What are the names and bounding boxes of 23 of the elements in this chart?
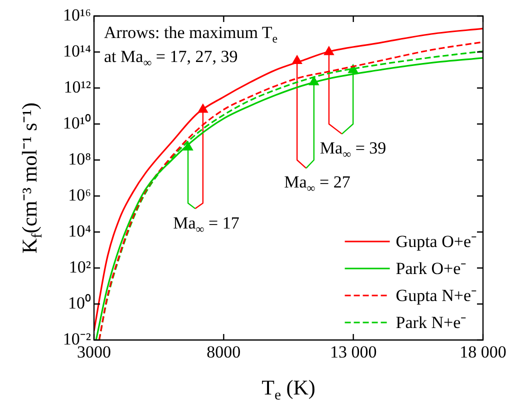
annotation: Ma$_{∞}$ = 17 [173,213,240,236]
y-tick-label: 10⁸ [68,149,92,168]
legend-label: Park N+e⁻ [396,312,467,332]
y-tick-label: 10¹⁶ [62,5,92,24]
annotation: Ma$_{∞}$ = 39 [320,138,386,161]
y-tick-label: 10⁰ [68,293,91,312]
annotation: Arrows: the maximum T$_{e}$ [104,23,278,46]
x-tick-label: 13 000 [330,342,377,362]
legend-label: Park O+e⁻ [396,258,467,278]
y-tick-label: 10¹⁴ [62,41,92,60]
y-tick-label: 10⁶ [68,185,92,204]
legend-label: Gupta N+e⁻ [396,286,478,305]
y-tick-label: 10¹² [64,77,91,96]
x-tick-label: 8000 [206,342,241,362]
x-axis-title: T$_{e}$ (K) [262,376,316,404]
y-tick-label: 10² [68,257,91,276]
x-tick-label: 18 000 [460,342,506,362]
annotation: Ma$_{∞}$ = 27 [284,172,350,196]
annotation: at Ma$_{∞}$ = 17, 27, 39 [104,47,238,70]
legend-label: Gupta O+e⁻ [396,232,478,251]
y-tick-label: 10⁴ [68,221,92,240]
y-tick-label: 10¹⁰ [62,113,91,132]
x-tick-label: 3000 [77,342,111,362]
